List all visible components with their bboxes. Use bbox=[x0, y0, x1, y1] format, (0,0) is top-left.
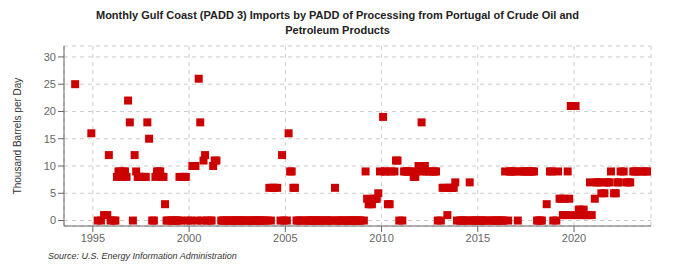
html-text:Petroleum Products: Petroleum Products bbox=[285, 24, 390, 36]
svg-text:30: 30 bbox=[44, 51, 56, 63]
svg-text:10: 10 bbox=[44, 160, 56, 172]
svg-text:2015: 2015 bbox=[466, 232, 490, 244]
html-text:Source: U.S. Energy Informatio: Source: U.S. Energy Information Administ… bbox=[48, 251, 237, 261]
svg-text:Thousand Barrels per Day: Thousand Barrels per Day bbox=[12, 78, 23, 195]
svg-text:15: 15 bbox=[44, 133, 56, 145]
svg-text:0: 0 bbox=[50, 214, 56, 226]
svg-text:25: 25 bbox=[44, 78, 56, 90]
html-text:Monthly Gulf Coast (PADD 3) Im: Monthly Gulf Coast (PADD 3) Imports by P… bbox=[96, 9, 579, 21]
svg-text:2020: 2020 bbox=[562, 232, 586, 244]
svg-text:2010: 2010 bbox=[369, 232, 393, 244]
svg-text:1995: 1995 bbox=[81, 232, 105, 244]
svg-text:5: 5 bbox=[50, 187, 56, 199]
svg-text:2000: 2000 bbox=[177, 232, 201, 244]
svg-text:20: 20 bbox=[44, 105, 56, 117]
svg-text:2005: 2005 bbox=[273, 232, 297, 244]
